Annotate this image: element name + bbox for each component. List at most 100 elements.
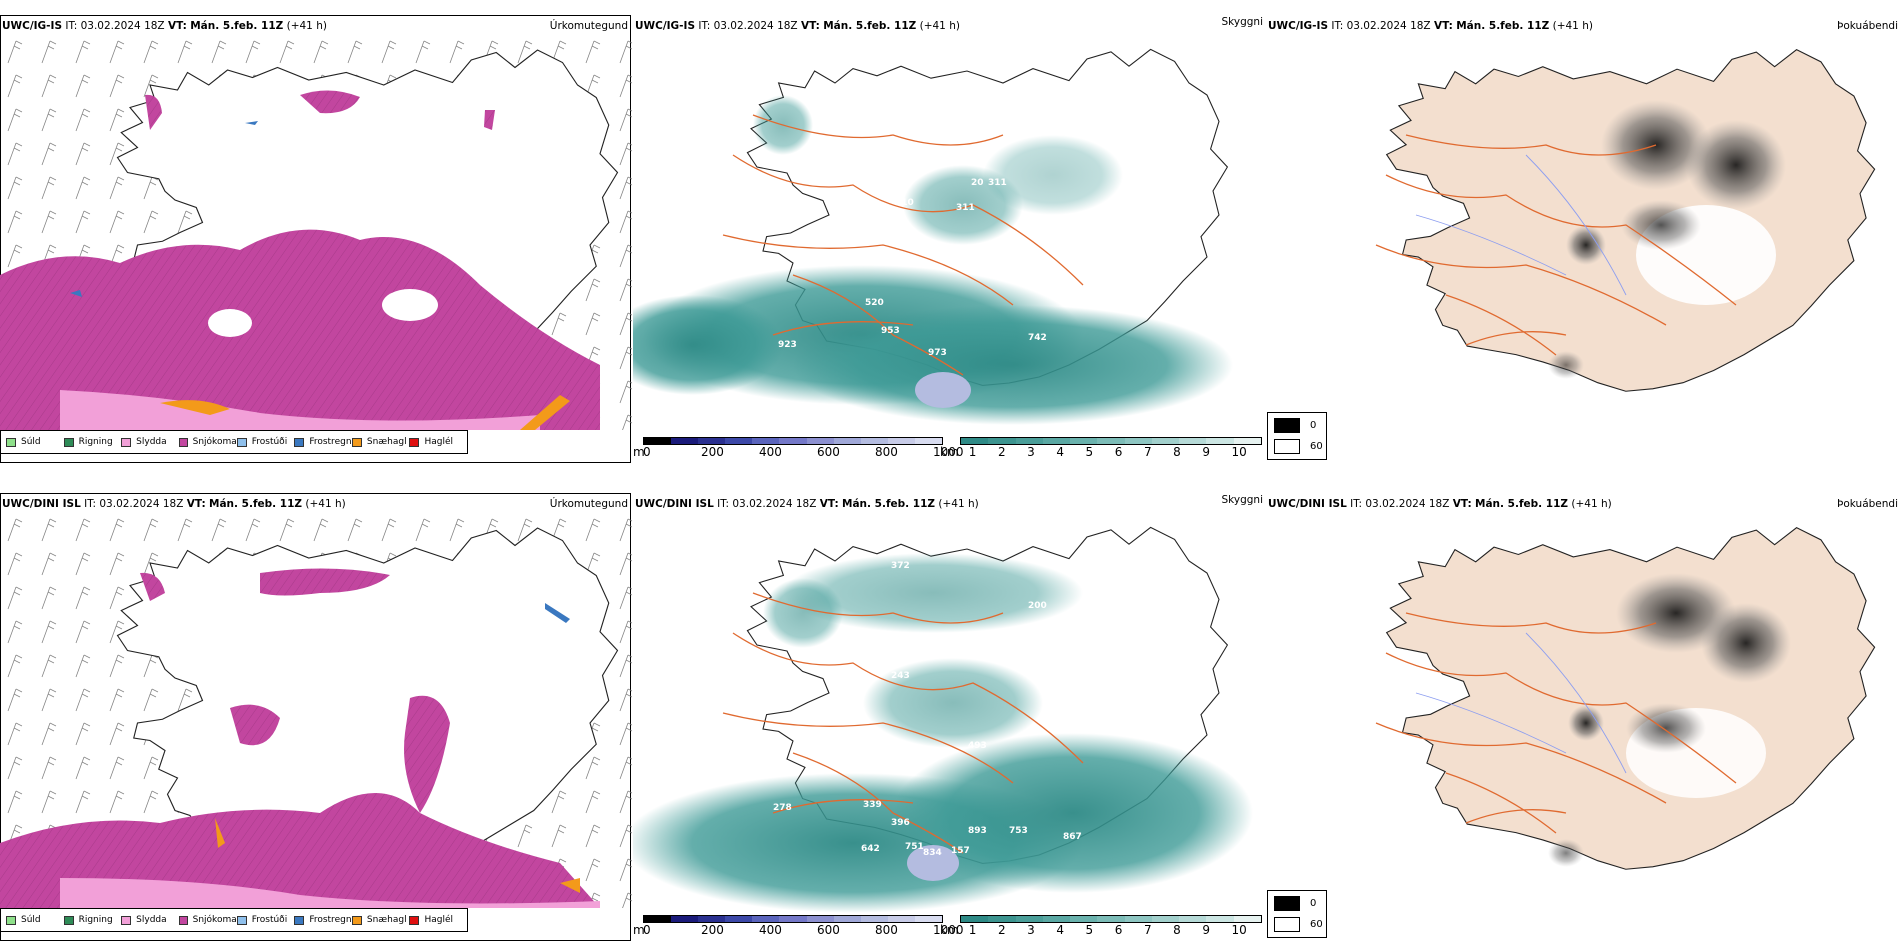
fog-map xyxy=(1375,527,1876,870)
colorbar-segment xyxy=(725,916,753,922)
colorbar-segment xyxy=(1233,916,1261,922)
visibility-value-label: 642 xyxy=(861,844,880,854)
colorbar-segment xyxy=(779,438,807,444)
legend-label: Haglél xyxy=(424,437,454,447)
precip-legend: Súld Rigning Slydda Snjókoma Frostúði Frostre… xyxy=(0,430,468,454)
vt-label: VT: xyxy=(167,20,187,32)
colorbar-tick-label: 600 xyxy=(817,445,840,459)
legend-item: Frostregn xyxy=(294,915,352,925)
visibility-colorbar-km xyxy=(960,915,1262,923)
legend-label: Snæhagl xyxy=(366,437,407,447)
visibility-map: 420 245 311 20 310 311 272 520 953 923 973 742 xyxy=(633,48,1233,425)
legend-item: Rigning xyxy=(63,437,122,447)
colorbar-segment xyxy=(1015,438,1043,444)
forecast-row-dini-isl: UWC/DINI ISL IT: 03.02.2024 18Z VT: Mán.… xyxy=(0,478,1900,948)
colorbar-tick-label: 7 xyxy=(1143,923,1152,937)
visibility-value-label: 420 xyxy=(931,100,950,110)
precip-type-panel: UWC/IG-IS IT: 03.02.2024 18Z VT: Mán. 5.… xyxy=(0,0,632,470)
fog-legend-item: 60 xyxy=(1274,439,1323,454)
model-name: UWC/DINI ISL xyxy=(635,498,714,510)
colorbar-tick-label: 400 xyxy=(759,445,782,459)
visibility-colorbar-km xyxy=(960,437,1262,445)
colorbar-m-ticks: 0 200 400 600 800 1000 xyxy=(643,445,964,461)
legend-label: Súld xyxy=(21,915,41,925)
legend-label: Frostúði xyxy=(251,915,288,925)
colorbar-segment xyxy=(833,438,861,444)
vt-label: VT: xyxy=(819,498,839,510)
colorbar-segment xyxy=(752,916,780,922)
colorbar-tick-label: 2 xyxy=(997,445,1006,459)
colorbar-tick-label: 8 xyxy=(1173,923,1181,937)
legend-item: Slydda xyxy=(121,915,179,925)
visibility-value-label: 157 xyxy=(951,846,970,856)
visibility-colorbar-m xyxy=(643,915,943,923)
colorbar-km-unit: km xyxy=(940,923,959,937)
fog-map xyxy=(1375,49,1876,392)
colorbar-tick-label: 8 xyxy=(1173,445,1181,459)
colorbar-tick-label: 0 xyxy=(643,445,651,459)
fog-legend-swatch xyxy=(1274,896,1300,911)
fog-legend-swatch xyxy=(1274,917,1300,932)
colorbar-tick-label: 600 xyxy=(817,923,840,937)
colorbar-segment xyxy=(860,438,888,444)
colorbar-km-ticks: 1 2 3 4 5 6 7 8 9 10 xyxy=(960,923,1262,939)
it-value: 03.02.2024 18Z xyxy=(713,20,798,32)
fog-legend: 0 60 xyxy=(1267,890,1327,938)
visibility-value-label: 923 xyxy=(778,340,797,350)
legend-swatch xyxy=(294,915,305,925)
it-label: IT: xyxy=(1350,498,1363,510)
legend-item: Frostúði xyxy=(236,915,295,925)
panel-header: UWC/DINI ISL IT: 03.02.2024 18Z VT: Mán.… xyxy=(2,498,346,510)
colorbar-tick-label: 9 xyxy=(1202,445,1210,459)
colorbar-tick-label: 3 xyxy=(1027,445,1035,459)
fog-legend-value: 60 xyxy=(1310,441,1323,452)
panel-title: Skyggni xyxy=(1221,16,1264,28)
legend-swatch xyxy=(294,437,305,447)
legend-swatch xyxy=(351,915,362,925)
legend-label: Frostregn xyxy=(309,915,352,925)
visibility-value-label: 751 xyxy=(905,842,924,852)
legend-label: Frostregn xyxy=(309,437,352,447)
vt-value: Mán. 5.feb. 11Z xyxy=(842,498,936,510)
colorbar-segment xyxy=(887,916,915,922)
legend-item: Haglél xyxy=(409,437,467,447)
visibility-value-label: 310 xyxy=(895,198,914,208)
legend-label: Slydda xyxy=(136,915,167,925)
colorbar-segment xyxy=(988,916,1016,922)
visibility-value-label: 520 xyxy=(865,298,884,308)
it-value: 03.02.2024 18Z xyxy=(732,498,817,510)
precip-legend: Súld Rigning Slydda Snjókoma Frostúði Frostre… xyxy=(0,908,468,932)
colorbar-segment xyxy=(698,916,726,922)
visibility-value-label: 311 xyxy=(988,178,1007,188)
vt-value: Mán. 5.feb. 11Z xyxy=(823,20,917,32)
colorbar-tick-label: 1 xyxy=(968,445,977,459)
fog-legend-value: 0 xyxy=(1310,898,1317,909)
visibility-value-label: 243 xyxy=(891,671,910,681)
colorbar-tick-label: 10 xyxy=(1231,445,1247,459)
colorbar-tick-label: 1000 xyxy=(933,923,964,937)
colorbar-segment xyxy=(779,916,807,922)
colorbar-tick-label: 9 xyxy=(1202,923,1210,937)
legend-swatch xyxy=(236,437,247,447)
model-name: UWC/IG-IS xyxy=(635,20,696,32)
panel-title: Þokuábendi xyxy=(1837,20,1898,32)
legend-item: Súld xyxy=(6,915,64,925)
fog-panel: UWC/IG-IS IT: 03.02.2024 18Z VT: Mán. 5.… xyxy=(1266,0,1900,470)
it-label: IT: xyxy=(84,498,97,510)
visibility-value-label: 20 xyxy=(971,178,984,188)
colorbar-segment xyxy=(961,916,989,922)
colorbar-segment xyxy=(1070,916,1098,922)
legend-item: Snjókoma xyxy=(178,437,237,447)
colorbar-segment xyxy=(752,438,780,444)
visibility-value-label: 245 xyxy=(931,148,950,158)
visibility-value-label: 953 xyxy=(881,326,900,336)
colorbar-segment xyxy=(961,438,989,444)
forecast-offset: (+41 h) xyxy=(1571,498,1612,510)
it-value: 03.02.2024 18Z xyxy=(99,498,184,510)
colorbar-segment xyxy=(1151,438,1180,444)
legend-swatch xyxy=(121,915,132,925)
model-name: UWC/DINI ISL xyxy=(1268,498,1347,510)
legend-label: Súld xyxy=(21,437,41,447)
visibility-colorbar-m xyxy=(643,437,943,445)
colorbar-segment xyxy=(1070,438,1098,444)
